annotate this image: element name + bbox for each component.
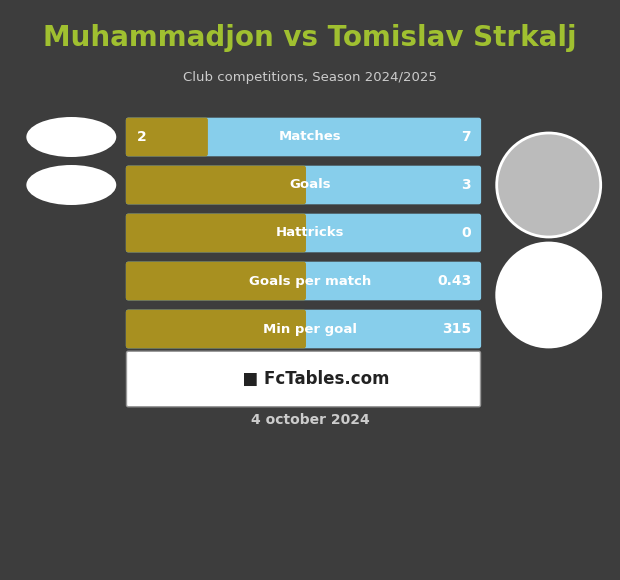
FancyBboxPatch shape: [126, 262, 306, 300]
Text: ■ FcTables.com: ■ FcTables.com: [231, 370, 389, 388]
FancyBboxPatch shape: [126, 213, 481, 252]
Text: Hattricks: Hattricks: [277, 227, 345, 240]
Text: 3: 3: [461, 178, 471, 192]
Text: Matches: Matches: [279, 130, 342, 143]
Text: 2: 2: [137, 130, 147, 144]
Ellipse shape: [497, 133, 601, 237]
Text: 0.43: 0.43: [437, 274, 471, 288]
Text: 7: 7: [461, 130, 471, 144]
Ellipse shape: [26, 165, 117, 205]
FancyBboxPatch shape: [126, 166, 306, 204]
FancyBboxPatch shape: [126, 310, 306, 349]
Text: 4 october 2024: 4 october 2024: [250, 413, 370, 427]
Text: 0: 0: [461, 226, 471, 240]
Text: 315: 315: [442, 322, 471, 336]
Ellipse shape: [26, 117, 117, 157]
FancyBboxPatch shape: [126, 118, 208, 157]
Text: Club competitions, Season 2024/2025: Club competitions, Season 2024/2025: [183, 71, 437, 85]
FancyBboxPatch shape: [126, 118, 481, 157]
Text: Muhammadjon vs Tomislav Strkalj: Muhammadjon vs Tomislav Strkalj: [43, 24, 577, 52]
Text: Min per goal: Min per goal: [264, 322, 358, 335]
Text: Goals per match: Goals per match: [249, 274, 371, 288]
Ellipse shape: [497, 243, 601, 347]
FancyBboxPatch shape: [126, 166, 481, 204]
FancyBboxPatch shape: [126, 262, 481, 300]
FancyBboxPatch shape: [126, 213, 306, 252]
Text: Goals: Goals: [290, 179, 331, 191]
FancyBboxPatch shape: [126, 310, 481, 349]
FancyBboxPatch shape: [126, 351, 480, 407]
